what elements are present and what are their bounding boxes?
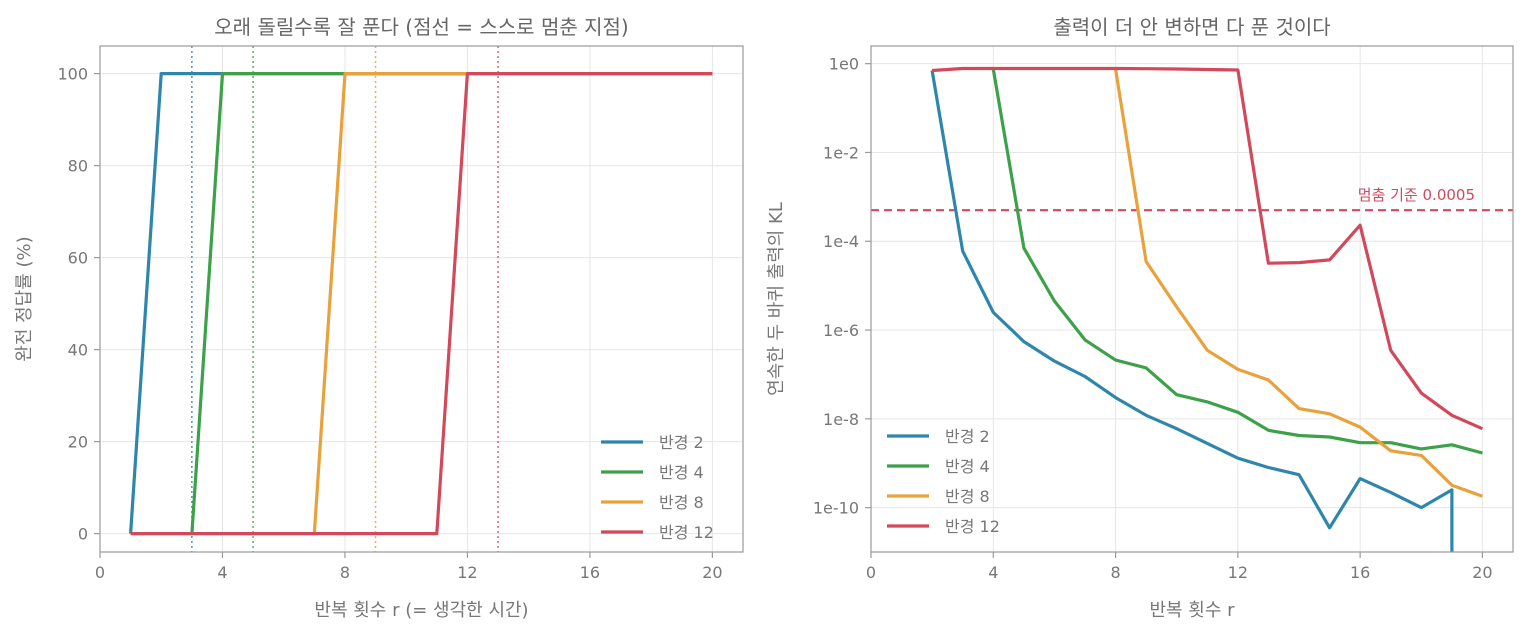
left-ticks: 0 4 8 12 16 20 0 20 40 60 80 100 <box>57 65 722 582</box>
y-tick-label: 1e-8 <box>823 410 859 429</box>
y-tick-label: 20 <box>68 433 88 452</box>
y-tick-label: 1e-2 <box>823 143 859 162</box>
y-tick-label: 100 <box>57 65 88 84</box>
right-x-axis-label: 반복 횟수 r <box>1149 600 1235 621</box>
legend-label: 반경 8 <box>659 493 704 512</box>
right-series <box>930 66 1484 552</box>
series-line-3 <box>1114 68 1483 498</box>
x-tick-label: 0 <box>95 563 105 582</box>
left-x-axis-label: 반복 횟수 r (= 생각한 시간) <box>314 600 528 621</box>
legend-label: 반경 12 <box>945 517 1000 536</box>
left-stop-lines <box>191 46 499 552</box>
x-tick-label: 8 <box>340 563 350 582</box>
x-tick-label: 12 <box>1228 563 1248 582</box>
left-series <box>129 71 713 536</box>
series-line-4 <box>931 66 1484 431</box>
left-y-axis-label: 완전 정답률 (%) <box>14 236 35 361</box>
threshold-label: 멈춤 기준 0.0005 <box>1358 186 1475 204</box>
x-tick-label: 0 <box>866 563 876 582</box>
right-ticks: 0 4 8 12 16 20 1e0 1e-2 1e-4 1e-6 1e-8 1e-10 <box>813 55 1493 582</box>
y-tick-label: 1e-6 <box>823 321 859 340</box>
legend-label: 반경 4 <box>945 457 990 476</box>
left-chart-title: 오래 돌릴수록 잘 푼다 (점선 = 스스로 멈춘 지점) <box>214 15 628 39</box>
y-tick-label: 1e-4 <box>823 232 859 251</box>
series-line-2 <box>991 68 1483 455</box>
left-legend: 반경 2 반경 4 반경 8 반경 12 <box>601 433 714 542</box>
y-tick-label: 60 <box>68 249 88 268</box>
y-tick-label: 1e0 <box>829 55 859 74</box>
right-chart-title: 출력이 더 안 변하면 다 푼 것이다 <box>1053 15 1330 39</box>
x-tick-label: 20 <box>702 563 722 582</box>
legend-label: 반경 12 <box>659 523 714 542</box>
legend-label: 반경 2 <box>945 427 990 446</box>
x-tick-label: 12 <box>457 563 477 582</box>
right-legend: 반경 2 반경 4 반경 8 반경 12 <box>887 427 1000 536</box>
x-tick-label: 20 <box>1472 563 1492 582</box>
series-line-4 <box>130 71 713 536</box>
series-line-1 <box>930 70 1454 552</box>
y-tick-label: 0 <box>78 525 88 544</box>
legend-label: 반경 4 <box>659 463 704 482</box>
right-plot-frame <box>870 45 1514 553</box>
y-tick-label: 40 <box>68 341 88 360</box>
x-tick-label: 4 <box>988 563 998 582</box>
left-plot-frame <box>99 45 744 553</box>
y-tick-label: 1e-10 <box>813 499 859 518</box>
x-tick-label: 8 <box>1110 563 1120 582</box>
x-tick-label: 16 <box>580 563 600 582</box>
x-tick-label: 16 <box>1350 563 1370 582</box>
y-tick-label: 80 <box>68 157 88 176</box>
right-grid <box>870 46 1513 552</box>
right-y-axis-label: 연속한 두 바퀴 출력의 KL <box>766 202 787 396</box>
legend-label: 반경 8 <box>945 487 990 506</box>
legend-label: 반경 2 <box>659 433 704 452</box>
x-tick-label: 4 <box>217 563 227 582</box>
